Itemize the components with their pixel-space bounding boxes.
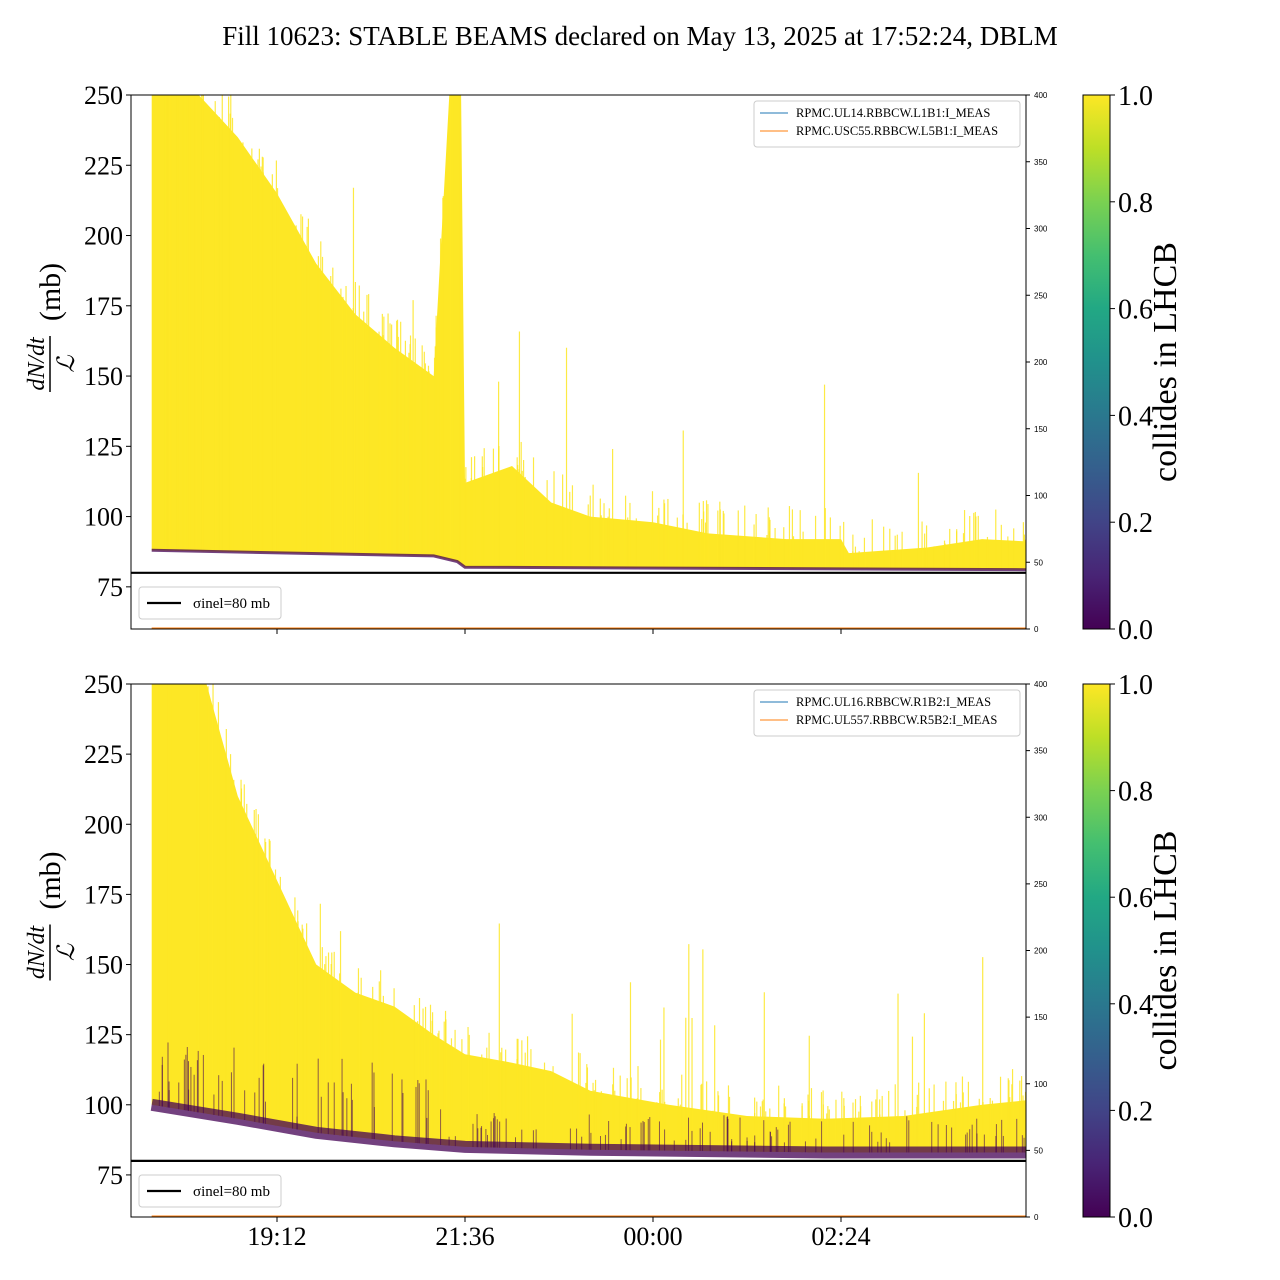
y-tick-label: 175 (84, 292, 123, 321)
y2-tick-label: 200 (1034, 358, 1048, 367)
colorbar-gradient (1082, 94, 1111, 630)
chart-title: Fill 10623: STABLE BEAMS declared on May… (222, 21, 1058, 51)
yellow-envelope (151, 95, 1026, 570)
x-tick-label: 02:24 (811, 1222, 870, 1251)
legend-entry: RPMC.UL16.RBBCW.R1B2:I_MEAS (796, 695, 991, 709)
legend-box (753, 689, 1021, 737)
y2-tick-label: 200 (1034, 947, 1048, 956)
y-tick-label: 225 (84, 740, 123, 769)
y-tick-label: 175 (84, 880, 123, 909)
y-axis-label: dN/dt ℒ (mb) (24, 263, 80, 392)
y-tick-label: 150 (84, 362, 123, 391)
purple-floor-band (151, 548, 1026, 572)
y2-tick-label: 150 (1034, 1013, 1048, 1022)
colorbar-tick-label: 0.6 (1118, 883, 1153, 914)
colorbar-gradient (1082, 683, 1111, 1218)
y2-tick-label: 250 (1034, 291, 1048, 300)
y2-tick-label: 350 (1034, 158, 1048, 167)
colorbar-tick-label: 0.8 (1118, 188, 1153, 219)
colorbar-tick-label: 0.6 (1118, 295, 1153, 326)
y-tick-label: 200 (84, 810, 123, 839)
ref-legend-label: σinel=80 mb (193, 1184, 270, 1200)
y2-tick-label: 350 (1034, 747, 1048, 756)
colorbar-tick-label: 1.0 (1118, 81, 1153, 112)
y2-tick-label: 100 (1034, 492, 1048, 501)
y-label-unit: (mb) (34, 851, 67, 909)
reference-legend: σinel=80 mb (138, 586, 282, 620)
legend-box (753, 100, 1021, 148)
reference-legend: σinel=80 mb (138, 1174, 282, 1208)
y-axis-label: dN/dt ℒ (mb) (24, 851, 80, 981)
colorbar-tick-label: 0.0 (1118, 615, 1153, 646)
top-panel: 75 100 125 150 175 200 225 250 0 50 100 150 200 250 30… (24, 81, 1048, 634)
y2-tick-label: 50 (1034, 558, 1043, 567)
colorbar-label: collides in LHCB (1147, 831, 1184, 1071)
y-label-numerator: dN/dt (24, 336, 50, 391)
yellow-envelope (151, 684, 1026, 1153)
y-tick-label: 75 (97, 573, 123, 602)
plot-area (150, 684, 1026, 1217)
y-tick-label: 125 (84, 1021, 123, 1050)
bottom-colorbar: 0.0 0.2 0.4 0.6 0.8 1.0 collides in LHCB (1082, 670, 1184, 1234)
y-tick-label: 150 (84, 951, 123, 980)
colorbar-label: collides in LHCB (1147, 242, 1184, 482)
legend-entry: RPMC.UL14.RBBCW.L1B1:I_MEAS (796, 106, 990, 120)
y2-tick-label: 250 (1034, 880, 1048, 889)
legend-entry: RPMC.USC55.RBBCW.L5B1:I_MEAS (796, 124, 998, 138)
x-tick-label: 21:36 (435, 1222, 494, 1251)
y-tick-label: 250 (84, 81, 123, 110)
y-tick-label: 200 (84, 222, 123, 251)
ref-legend-label: σinel=80 mb (193, 596, 270, 612)
colorbar-tick-label: 0.4 (1118, 990, 1153, 1021)
colorbar-tick-label: 0.8 (1118, 777, 1153, 808)
y2-tick-label: 100 (1034, 1080, 1048, 1089)
y2-tick-label: 400 (1034, 680, 1048, 689)
ref-legend-box (138, 586, 282, 620)
colorbar-tick-label: 0.2 (1118, 1096, 1153, 1127)
y2-tick-label: 0 (1034, 1213, 1039, 1222)
y2-tick-label: 300 (1034, 225, 1048, 234)
y-label-denominator: ℒ (54, 355, 80, 373)
y2-tick-label: 50 (1034, 1146, 1043, 1155)
series-legend: RPMC.UL16.RBBCW.R1B2:I_MEAS RPMC.UL557.RB… (753, 689, 1021, 737)
colorbar-tick-label: 0.2 (1118, 508, 1153, 539)
colorbar-tick-label: 1.0 (1118, 670, 1153, 701)
top-colorbar: 0.0 0.2 0.4 0.6 0.8 1.0 collides in LHCB (1082, 81, 1184, 646)
y-tick-label: 75 (97, 1161, 123, 1190)
y-tick-label: 100 (84, 503, 123, 532)
y2-tick-label: 300 (1034, 813, 1048, 822)
y-label-unit: (mb) (34, 263, 67, 321)
x-tick-label: 19:12 (247, 1222, 306, 1251)
y-tick-label: 250 (84, 670, 123, 699)
y-label-numerator: dN/dt (24, 924, 50, 979)
bottom-panel: 75 100 125 150 175 200 225 250 0 50 100 150 200 250 30… (24, 670, 1048, 1251)
ref-legend-box (138, 1174, 282, 1208)
y-tick-label: 225 (84, 151, 123, 180)
y2-tick-label: 400 (1034, 91, 1048, 100)
x-tick-label: 00:00 (623, 1222, 682, 1251)
y-tick-label: 125 (84, 432, 123, 461)
y2-tick-label: 0 (1034, 625, 1039, 634)
colorbar-tick-label: 0.4 (1118, 401, 1153, 432)
colorbar-tick-label: 0.0 (1118, 1203, 1153, 1234)
plot-area (151, 95, 1026, 629)
purple-floor-band (150, 1098, 1026, 1159)
y2-tick-label: 150 (1034, 425, 1048, 434)
y-tick-label: 100 (84, 1091, 123, 1120)
legend-entry: RPMC.UL557.RBBCW.R5B2:I_MEAS (796, 713, 997, 727)
y-label-denominator: ℒ (54, 943, 80, 961)
series-legend: RPMC.UL14.RBBCW.L1B1:I_MEAS RPMC.USC55.RB… (753, 100, 1021, 148)
